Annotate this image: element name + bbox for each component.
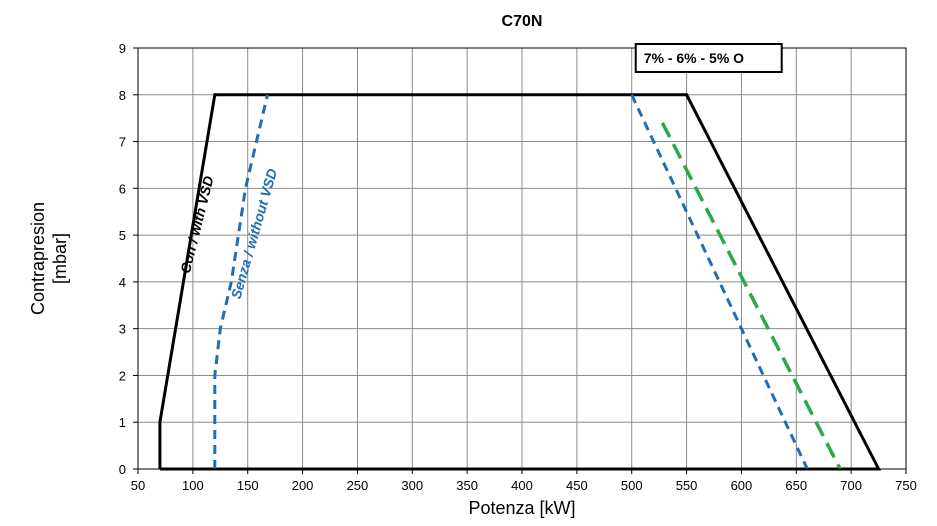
axes: 50 100 150 200 250 300 350 400 450 500 550 600 650 70… [119,41,917,493]
y-tick-label: 0 [119,462,126,477]
series-line-2 [630,94,809,470]
y-tick-label: 1 [119,415,126,430]
x-tick-label: 50 [131,478,145,493]
y-tick-label: 4 [119,275,126,290]
annotation-1: Senza / without VSD [228,167,280,301]
series-line-3 [660,122,842,470]
legend-box [634,43,783,73]
x-tick-label: 100 [182,478,204,493]
x-tick-label: 250 [347,478,369,493]
y-axis-title: Contrapresion [mbar] [28,202,70,315]
y-axis-title-line1: Contrapresion [28,202,48,315]
y-tick-label: 8 [119,88,126,103]
y-tick-label: 6 [119,181,126,196]
y-tick-label: 3 [119,322,126,337]
y-tick-label: 2 [119,368,126,383]
x-tick-label: 700 [840,478,862,493]
x-tick-label: 650 [785,478,807,493]
x-tick-label: 200 [292,478,314,493]
x-tick-label: 400 [511,478,533,493]
x-tick-label: 500 [621,478,643,493]
x-tick-label: 750 [895,478,917,493]
legend-box-text: 7% - 6% - 5% O [644,50,744,66]
y-tick-label: 7 [119,135,126,150]
x-axis-title: Potenza [kW] [468,498,575,518]
x-tick-label: 300 [401,478,423,493]
labels: Con / with VSD Senza / without VSD 7% - 6%… [28,13,783,518]
x-tick-label: 600 [731,478,753,493]
chart-title: C70N [502,13,543,30]
y-tick-label: 5 [119,228,126,243]
x-tick-label: 350 [456,478,478,493]
annotation-0: Con / with VSD [177,174,217,274]
series-line-1 [213,94,269,469]
x-tick-label: 450 [566,478,588,493]
x-tick-label: 150 [237,478,259,493]
y-axis-title-line2: [mbar] [50,233,70,284]
y-tick-label: 9 [119,41,126,56]
x-tick-label: 550 [676,478,698,493]
